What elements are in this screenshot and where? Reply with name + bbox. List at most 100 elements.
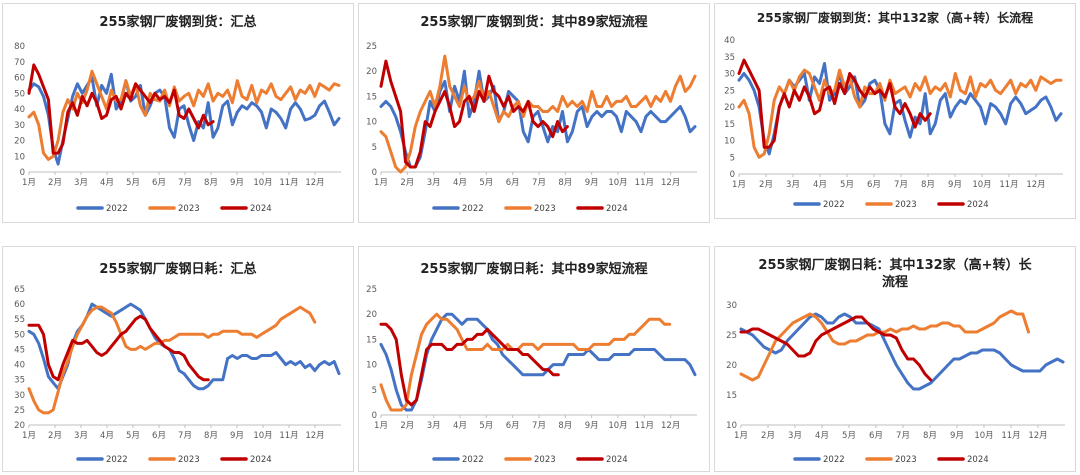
- x-tick-label: 2月: [48, 431, 62, 441]
- y-tick-label: 35: [14, 376, 25, 386]
- legend-label-2024: 2024: [967, 455, 989, 465]
- series-line-2024: [27, 314, 210, 382]
- x-tick-label: 1月: [22, 178, 36, 188]
- x-tick-label: 9月: [230, 431, 244, 441]
- x-tick-label: 12月: [661, 421, 680, 431]
- x-tick-label: 4月: [100, 178, 114, 188]
- y-tick-label: 15: [726, 391, 737, 401]
- x-tick-label: 6月: [152, 431, 166, 441]
- x-tick-label: 6月: [867, 180, 881, 190]
- series-line-2024: [27, 63, 215, 155]
- series-line-2024: [379, 322, 560, 407]
- y-tick-label: 60: [14, 300, 25, 310]
- chart-svg: 255家钢厂废钢到货：汇总 0 10 20 30 40 50 60 70 80 1月 2月 3月 4月 5月…: [14, 14, 341, 214]
- y-tick-label: 20: [724, 103, 735, 113]
- series-line-2023: [27, 305, 317, 415]
- legend-label-2023: 2023: [895, 200, 917, 210]
- y-tick-label: 0: [20, 168, 25, 178]
- y-tick-label: 0: [372, 168, 377, 178]
- x-tick-label: 8月: [204, 431, 218, 441]
- x-tick-label: 7月: [894, 180, 908, 190]
- y-tick-label: 70: [14, 58, 25, 68]
- chart-svg: 255家钢厂废钢到货：其中132家（高+转）长流程 0 5 10 15 20 25 30 35 4…: [724, 10, 1063, 210]
- series-line-2022: [379, 312, 697, 412]
- x-tick-label: 3月: [427, 421, 441, 431]
- x-tick-label: 4月: [453, 421, 467, 431]
- legend-label-2023: 2023: [534, 204, 556, 214]
- y-tick-label: 25: [724, 86, 735, 96]
- chart-panel-3: 255家钢厂废钢到货：其中132家（高+转）长流程 0 5 10 15 20 25 30 35 4…: [714, 3, 1076, 219]
- x-tick-label: 11月: [279, 178, 298, 188]
- y-tick-label: 20: [366, 310, 377, 320]
- y-tick-label: 45: [14, 345, 25, 355]
- y-tick-label: 5: [372, 386, 377, 396]
- x-tick-label: 12月: [1028, 431, 1047, 441]
- legend-label-2024: 2024: [606, 455, 628, 465]
- x-tick-label: 3月: [786, 180, 800, 190]
- y-tick-label: 30: [726, 301, 737, 311]
- x-tick-label: 9月: [585, 421, 599, 431]
- y-tick-label: 10: [726, 421, 737, 431]
- x-tick-label: 12月: [305, 178, 324, 188]
- y-tick-label: 35: [724, 53, 735, 63]
- chart-svg: 255家钢厂废钢到货：其中89家短流程 0 5 10 15 20 25 1月 2月 3月 4月 5月 6…: [366, 14, 697, 214]
- y-tick-label: 40: [724, 36, 735, 46]
- y-tick-label: 25: [366, 42, 377, 52]
- chart-svg: 255家钢厂废钢日耗：其中89家短流程 0 5 10 15 20 25 1月 2月 3月 4月 5月 6…: [366, 261, 697, 465]
- chart-title: 255家钢厂废钢日耗：其中132家（高+转）长流程: [758, 257, 1032, 290]
- y-tick-label: 0: [730, 170, 735, 180]
- x-tick-label: 6月: [869, 431, 883, 441]
- x-tick-label: 7月: [178, 178, 192, 188]
- x-tick-label: 12月: [1026, 180, 1045, 190]
- series-line-2022: [27, 72, 341, 166]
- series-line-2022: [379, 69, 697, 169]
- chart-svg: 255家钢厂废钢日耗：汇总 20 25 30 35 40 45 50 55 60 65 1月 2月 3月 4…: [14, 261, 341, 465]
- x-tick-label: 1月: [22, 431, 36, 441]
- x-tick-label: 10月: [608, 178, 627, 188]
- legend-label-2023: 2023: [534, 455, 556, 465]
- legend-label-2022: 2022: [823, 200, 845, 210]
- x-tick-label: 11月: [1001, 431, 1020, 441]
- chart-title: 255家钢厂废钢到货：汇总: [99, 14, 256, 30]
- x-tick-label: 5月: [479, 421, 493, 431]
- series-line-2022: [27, 302, 341, 391]
- legend-label-2022: 2022: [462, 204, 484, 214]
- x-tick-label: 5月: [479, 178, 493, 188]
- chart-panel-1: 255家钢厂废钢到货：汇总 0 10 20 30 40 50 60 70 80 1月 2月 3月 4月 5月…: [2, 3, 354, 223]
- x-tick-label: 2月: [761, 431, 775, 441]
- y-tick-label: 10: [366, 361, 377, 371]
- x-tick-label: 7月: [532, 178, 546, 188]
- x-tick-label: 9月: [585, 178, 599, 188]
- x-tick-label: 1月: [374, 178, 388, 188]
- y-tick-label: 40: [14, 105, 25, 115]
- x-tick-label: 4月: [815, 431, 829, 441]
- x-tick-label: 1月: [734, 431, 748, 441]
- y-tick-label: 10: [366, 118, 377, 128]
- x-tick-label: 3月: [788, 431, 802, 441]
- x-tick-label: 2月: [400, 421, 414, 431]
- x-tick-label: 8月: [558, 178, 572, 188]
- legend-label-2023: 2023: [895, 455, 917, 465]
- x-tick-label: 10月: [972, 180, 991, 190]
- x-tick-label: 5月: [126, 178, 140, 188]
- x-tick-label: 7月: [896, 431, 910, 441]
- x-tick-label: 8月: [921, 180, 935, 190]
- x-tick-label: 7月: [178, 431, 192, 441]
- chart-panel-2: 255家钢厂废钢到货：其中89家短流程 0 5 10 15 20 25 1月 2月 3月 4月 5月 6…: [358, 3, 710, 223]
- chart-title: 255家钢厂废钢日耗：其中89家短流程: [420, 261, 647, 277]
- legend-label-2024: 2024: [967, 200, 989, 210]
- y-tick-label: 40: [14, 361, 25, 371]
- series-line-2023: [379, 312, 672, 412]
- chart-svg: 255家钢厂废钢日耗：其中132家（高+转）长流程 10 15 20 25 30 1月 2月 3…: [726, 257, 1065, 465]
- chart-title: 255家钢厂废钢到货：其中89家短流程: [420, 14, 647, 30]
- chart-panel-4: 255家钢厂废钢日耗：汇总 20 25 30 35 40 45 50 55 60 65 1月 2月 3月 4…: [2, 246, 354, 472]
- y-tick-label: 20: [14, 137, 25, 147]
- y-tick-label: 25: [366, 285, 377, 295]
- x-tick-label: 8月: [558, 421, 572, 431]
- y-tick-label: 60: [14, 74, 25, 84]
- x-tick-label: 10月: [253, 431, 272, 441]
- x-tick-label: 9月: [948, 180, 962, 190]
- x-tick-label: 7月: [532, 421, 546, 431]
- x-tick-label: 11月: [279, 431, 298, 441]
- chart-title: 255家钢厂废钢日耗：汇总: [99, 261, 256, 277]
